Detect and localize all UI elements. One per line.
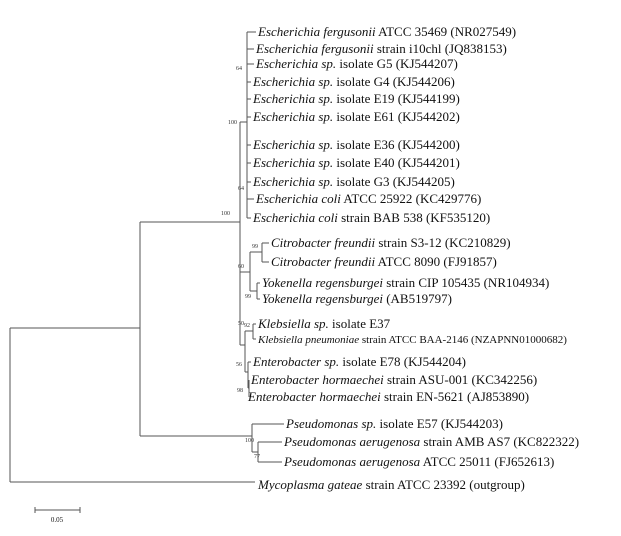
branches [9,31,284,513]
taxon-name: Pseudomonas aerugenosa [283,454,421,469]
strain-id: strain ATCC 23392 (outgroup) [366,477,525,492]
bootstrap-value: 60 [238,264,244,270]
bootstrap-value: 100 [221,211,230,217]
leaf-label: Escherichia sp. isolate E36 (KJ544200) [252,137,460,152]
bootstrap-value: 100 [228,120,237,126]
taxon-name: Pseudomonas aerugenosa [283,434,421,449]
taxon-name: Escherichia fergusonii [255,41,374,56]
bootstrap-value: 99 [252,244,258,250]
leaf-label: Enterobacter sp. isolate E78 (KJ544204) [252,354,466,369]
leaf-label: Escherichia sp. isolate E61 (KJ544202) [252,109,460,124]
strain-id: isolate E40 (KJ544201) [336,155,459,170]
taxon-name: Escherichia sp. [252,74,333,89]
strain-id: strain ATCC BAA-2146 (NZAPNN01000682) [362,334,567,346]
leaf-label: Escherichia sp. isolate E19 (KJ544199) [252,91,460,106]
taxon-name: Enterobacter sp. [252,354,339,369]
taxon-name: Escherichia sp. [255,56,336,71]
leaf-label: Escherichia coli ATCC 25922 (KC429776) [255,191,481,206]
leaf-label: Enterobacter hormaechei strain EN-5621 (… [247,389,529,404]
strain-id: (AB519797) [386,291,452,306]
strain-id: isolate G4 (KJ544206) [336,74,454,89]
taxon-name: Escherichia coli [255,191,341,206]
taxon-name: Escherichia coli [252,210,338,225]
strain-id: ATCC 25922 (KC429776) [343,191,481,206]
strain-id: isolate E36 (KJ544200) [336,137,459,152]
taxon-name: Yokenella regensburgei [262,291,383,306]
leaf-label: Pseudomonas aerugenosa strain AMB AS7 (K… [283,434,579,449]
leaf-label: Escherichia sp. isolate G4 (KJ544206) [252,74,455,89]
scale-bar-label: 0.05 [51,516,64,524]
taxon-name: Escherichia sp. [252,91,333,106]
leaf-label: Yokenella regensburgei strain CIP 105435… [262,275,549,290]
bootstrap-value: 50 [238,321,244,327]
bootstrap-value: 77 [254,454,260,460]
bootstrap-value: 100 [245,438,254,444]
strain-id: isolate E37 [332,316,391,331]
leaf-label: Pseudomonas sp. isolate E57 (KJ544203) [285,416,503,431]
leaf-label: Mycoplasma gateae strain ATCC 23392 (out… [257,477,525,492]
leaf-label: Enterobacter hormaechei strain ASU-001 (… [250,372,537,387]
leaf-label: Escherichia sp. isolate G5 (KJ544207) [255,56,458,71]
strain-id: strain CIP 105435 (NR104934) [386,275,549,290]
taxon-name: Mycoplasma gateae [257,477,363,492]
strain-id: strain EN-5621 (AJ853890) [384,389,529,404]
leaf-label: Escherichia fergusonii ATCC 35469 (NR027… [257,24,516,39]
taxon-name: Escherichia sp. [252,109,333,124]
leaf-label: Klebsiella sp. isolate E37 [257,316,391,331]
bootstrap-value: 64 [236,66,242,72]
bootstrap-value: 92 [244,323,250,329]
bootstrap-value: 99 [245,294,251,300]
taxon-name: Pseudomonas sp. [285,416,376,431]
taxon-name: Enterobacter hormaechei [250,372,384,387]
strain-id: isolate E19 (KJ544199) [336,91,459,106]
bootstrap-value: 64 [238,186,244,192]
strain-id: ATCC 8090 (FJ91857) [378,254,497,269]
strain-id: strain AMB AS7 (KC822322) [423,434,579,449]
strain-id: ATCC 35469 (NR027549) [378,24,516,39]
leaf-label: Citrobacter freundii ATCC 8090 (FJ91857) [271,254,497,269]
leaf-label: Pseudomonas aerugenosa ATCC 25011 (FJ652… [283,454,554,469]
taxon-name: Escherichia sp. [252,137,333,152]
taxon-name: Escherichia fergusonii [257,24,376,39]
taxon-name: Escherichia sp. [252,174,333,189]
leaf-label: Escherichia coli strain BAB 538 (KF53512… [252,210,490,225]
taxon-name: Yokenella regensburgei [262,275,383,290]
leaf-label: Yokenella regensburgei (AB519797) [262,291,452,306]
bootstrap-value: 56 [236,362,242,368]
strain-id: strain ASU-001 (KC342256) [387,372,537,387]
strain-id: isolate E57 (KJ544203) [380,416,503,431]
bootstrap-value: 98 [237,388,243,394]
taxon-name: Enterobacter hormaechei [247,389,381,404]
taxon-name: Escherichia sp. [252,155,333,170]
taxon-name: Citrobacter freundii [271,235,376,250]
strain-id: isolate G3 (KJ544205) [336,174,454,189]
leaf-label: Escherichia sp. isolate G3 (KJ544205) [252,174,455,189]
strain-id: ATCC 25011 (FJ652613) [423,454,555,469]
leaf-label: Escherichia fergusonii strain i10chl (JQ… [255,41,507,56]
taxon-name: Klebsiella sp. [257,316,329,331]
strain-id: isolate E78 (KJ544204) [342,354,465,369]
strain-id: isolate E61 (KJ544202) [336,109,459,124]
leaf-label: Klebsiella pneumoniae strain ATCC BAA-21… [257,334,567,346]
strain-id: strain i10chl (JQ838153) [377,41,507,56]
taxon-name: Klebsiella pneumoniae [257,334,359,346]
strain-id: isolate G5 (KJ544207) [339,56,457,71]
taxon-name: Citrobacter freundii [271,254,376,269]
leaf-label: Escherichia sp. isolate E40 (KJ544201) [252,155,460,170]
strain-id: strain S3-12 (KC210829) [378,235,510,250]
leaf-label: Citrobacter freundii strain S3-12 (KC210… [271,235,511,250]
strain-id: strain BAB 538 (KF535120) [341,210,490,225]
